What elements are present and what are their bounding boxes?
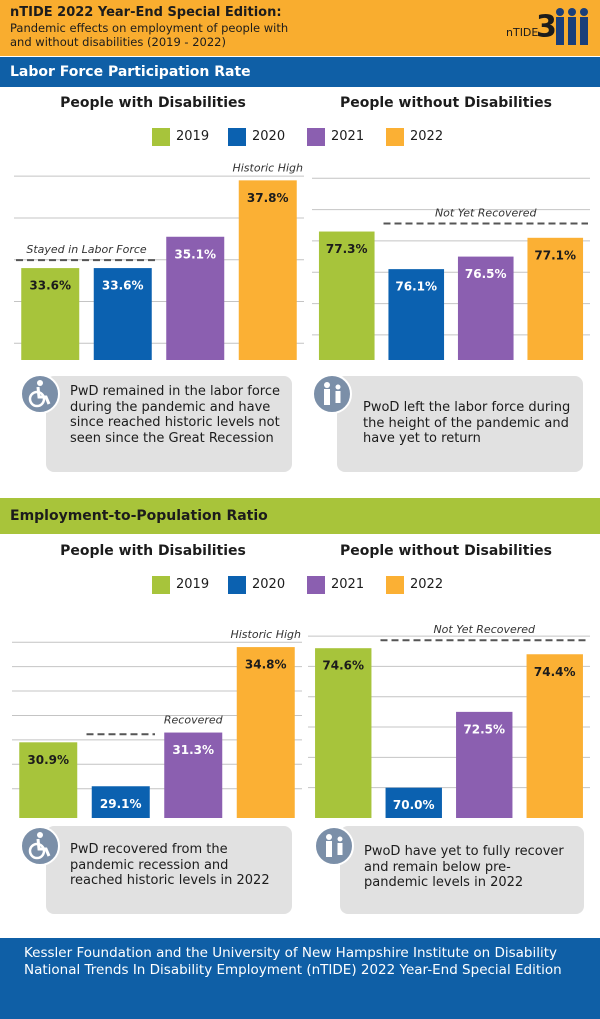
bar <box>166 236 225 360</box>
bar <box>238 180 297 360</box>
chart: 30.9% 29.1% 31.3% 34.8% Recovered Historic Hi… <box>12 628 302 818</box>
legend-swatch <box>307 576 325 594</box>
legend-label: 2020 <box>252 129 286 144</box>
header-title: nTIDE 2022 Year-End Special Edition: <box>10 5 282 20</box>
logo-body <box>556 17 564 45</box>
legend-label: 2022 <box>410 129 444 144</box>
legend-swatch <box>152 576 170 594</box>
bar <box>164 732 223 818</box>
annotation: Recovered <box>164 714 224 727</box>
value-label: 77.3% <box>326 242 368 256</box>
value-label: 76.5% <box>465 267 507 281</box>
bar <box>93 268 152 360</box>
logo-head <box>556 8 564 16</box>
value-label: 76.1% <box>395 280 437 294</box>
legend-swatch <box>228 576 246 594</box>
bar <box>236 647 295 818</box>
section-title: Labor Force Participation Rate <box>0 57 600 87</box>
value-label: 72.5% <box>463 722 505 736</box>
value-label: 74.4% <box>534 665 576 679</box>
header-subtitle: Pandemic effects on employment of people… <box>10 21 289 49</box>
value-label: 74.6% <box>322 659 364 673</box>
value-label: 29.1% <box>100 797 142 811</box>
bar <box>91 786 150 818</box>
bar <box>527 237 584 360</box>
callout: PwD recovered from the pandemic recessio… <box>46 826 292 914</box>
bar <box>19 742 78 818</box>
legend-label: 2019 <box>176 129 210 144</box>
section-title: Employment-to-Population Ratio <box>0 498 600 534</box>
legend-swatch <box>386 128 404 146</box>
value-label: 30.9% <box>27 753 69 767</box>
logo-mark: 3 <box>536 10 557 45</box>
logo-figures: 3 <box>536 8 588 45</box>
legend-label: 2022 <box>410 577 444 592</box>
legend-swatch <box>307 128 325 146</box>
annotation: Stayed in Labor Force <box>26 243 147 256</box>
people-icon <box>314 826 354 866</box>
value-label: 35.1% <box>174 247 216 261</box>
logo-head <box>568 8 576 16</box>
bar <box>526 654 583 818</box>
chart: 77.3% 76.1% 76.5% 77.1% Not Yet Recovered <box>312 177 590 360</box>
value-label: 34.8% <box>245 658 287 672</box>
logo-body <box>580 17 588 45</box>
annotation: Not Yet Recovered <box>435 207 538 220</box>
footer: Kessler Foundation and the University of… <box>0 938 600 1019</box>
legend-label: 2019 <box>176 577 210 592</box>
value-label: 77.1% <box>534 248 576 262</box>
value-label: 31.3% <box>172 743 214 757</box>
legend-label: 2020 <box>252 577 286 592</box>
callout: PwD remained in the labor force during t… <box>46 376 292 472</box>
legend-swatch <box>152 128 170 146</box>
bar <box>456 711 513 818</box>
logo-head <box>580 8 588 16</box>
chart-title: People without Disabilities <box>339 95 553 111</box>
bar <box>388 269 445 360</box>
wheelchair-icon <box>20 826 60 866</box>
legend-swatch <box>228 128 246 146</box>
callout: PwoD left the labor force during the hei… <box>337 376 583 472</box>
chart-title: People with Disabilities <box>60 543 246 559</box>
chart: 74.6% 70.0% 72.5% 74.4% Not Yet Recovered <box>308 623 590 818</box>
logo-text: nTIDE <box>506 26 539 39</box>
legend-swatch <box>386 576 404 594</box>
annotation: Historic High <box>232 161 303 174</box>
bar <box>457 256 514 360</box>
annotation: Historic High <box>230 628 301 641</box>
value-label: 70.0% <box>393 798 435 812</box>
header <box>0 0 600 56</box>
annotation: Not Yet Recovered <box>433 623 536 636</box>
value-label: 33.6% <box>29 279 71 293</box>
logo-body <box>568 17 576 45</box>
callout: PwoD have yet to fully recover and remai… <box>340 826 584 914</box>
bar <box>21 268 80 360</box>
chart-title: People without Disabilities <box>339 543 553 559</box>
bar <box>315 648 372 818</box>
legend-label: 2021 <box>331 577 365 592</box>
value-label: 33.6% <box>102 279 144 293</box>
legend-label: 2021 <box>331 129 365 144</box>
chart-title: People with Disabilities <box>60 95 246 111</box>
bar <box>318 231 375 360</box>
people-icon <box>312 374 352 414</box>
value-label: 37.8% <box>247 191 289 205</box>
chart: 33.6% 33.6% 35.1% 37.8% Stayed in Labor Forc… <box>14 161 304 360</box>
bar <box>385 787 442 818</box>
wheelchair-icon <box>20 374 60 414</box>
